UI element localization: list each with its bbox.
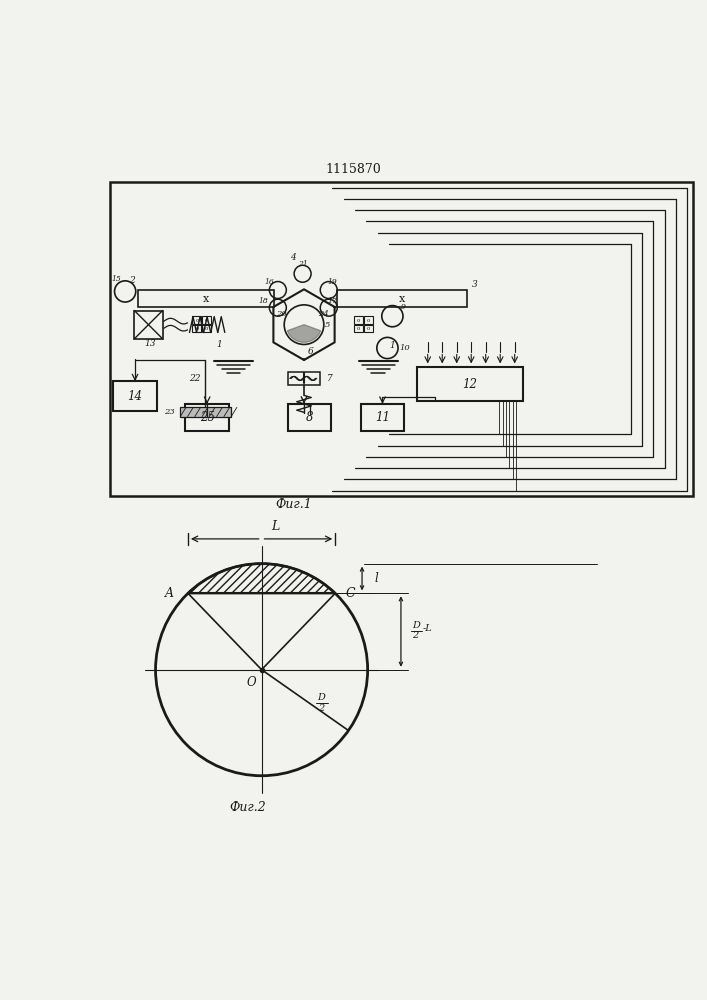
Bar: [364, 325, 373, 332]
Text: Фиг.2: Фиг.2: [229, 801, 266, 814]
Text: 17: 17: [327, 297, 337, 305]
Text: 1: 1: [390, 341, 395, 350]
Text: 25: 25: [199, 411, 215, 424]
Text: 9: 9: [401, 303, 405, 311]
Text: l: l: [375, 572, 378, 585]
Text: 11: 11: [375, 411, 390, 424]
Text: 3: 3: [472, 280, 478, 289]
Bar: [192, 316, 201, 324]
Bar: [185, 404, 229, 431]
Text: o: o: [357, 326, 361, 331]
Bar: [113, 381, 157, 411]
Text: o: o: [205, 318, 209, 323]
Text: 6: 6: [308, 347, 314, 356]
Bar: [364, 316, 373, 324]
Bar: [192, 325, 201, 332]
Text: 24: 24: [318, 310, 329, 318]
Text: 21: 21: [298, 260, 308, 268]
Text: 22: 22: [189, 374, 201, 383]
Bar: [417, 367, 523, 401]
Bar: [110, 182, 693, 496]
Text: O: O: [246, 676, 256, 689]
Bar: [288, 372, 320, 385]
Text: 2: 2: [412, 631, 419, 640]
Text: o: o: [205, 326, 209, 331]
Bar: [202, 325, 211, 332]
Text: 19: 19: [327, 278, 337, 286]
Bar: [180, 407, 231, 417]
Text: 2: 2: [129, 276, 135, 285]
Text: D: D: [412, 621, 420, 630]
Text: 14: 14: [127, 390, 143, 403]
Text: 7: 7: [327, 374, 332, 383]
Bar: [361, 404, 404, 431]
Text: 15: 15: [112, 275, 122, 283]
Text: x: x: [203, 294, 209, 304]
Text: A: A: [165, 587, 174, 600]
Text: 8: 8: [306, 411, 313, 424]
Polygon shape: [288, 325, 320, 342]
Text: 5: 5: [325, 321, 331, 329]
Text: 20: 20: [276, 310, 286, 318]
Text: C: C: [346, 587, 356, 600]
Text: 1115870: 1115870: [326, 163, 381, 176]
Text: o: o: [195, 318, 199, 323]
Text: 10: 10: [399, 344, 410, 352]
Text: D: D: [317, 693, 325, 702]
Text: 23: 23: [164, 408, 175, 416]
Bar: [354, 316, 363, 324]
Bar: [354, 325, 363, 332]
Text: o: o: [367, 318, 370, 323]
Text: 1: 1: [216, 340, 222, 349]
Text: 13: 13: [145, 339, 156, 348]
Text: o: o: [357, 318, 361, 323]
Text: o: o: [367, 326, 370, 331]
Bar: [138, 290, 274, 307]
Text: 2: 2: [317, 704, 324, 713]
Bar: [337, 290, 467, 307]
Text: 4: 4: [291, 253, 296, 262]
Bar: [288, 404, 331, 431]
Bar: [134, 311, 163, 339]
Text: 18: 18: [259, 297, 269, 305]
Bar: [202, 316, 211, 324]
Text: 12: 12: [462, 378, 478, 391]
Text: -L: -L: [422, 624, 432, 633]
Text: 16: 16: [264, 278, 274, 286]
Text: Фиг.1: Фиг.1: [275, 498, 312, 511]
Text: o: o: [195, 326, 199, 331]
Text: x: x: [399, 294, 404, 304]
Text: L: L: [271, 520, 280, 533]
